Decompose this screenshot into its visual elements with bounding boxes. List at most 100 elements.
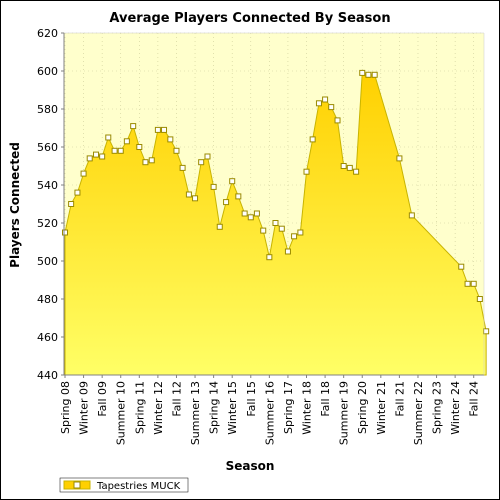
x-tick-label: Summer 16 (263, 381, 276, 445)
data-point (334, 117, 341, 124)
x-tick-label: Fall 24 (468, 381, 481, 417)
data-point (284, 248, 291, 255)
x-tick-label: Fall 15 (245, 381, 258, 417)
x-axis-label: Season (226, 459, 275, 473)
data-point (210, 183, 217, 190)
data-point (136, 144, 143, 150)
data-point (167, 136, 174, 143)
data-point (371, 71, 378, 78)
data-point (93, 151, 100, 158)
y-axis-label: Players Connected (8, 142, 22, 268)
x-tick-label: Fall 12 (170, 381, 183, 417)
legend: Tapestries MUCK (59, 477, 189, 493)
data-point (173, 147, 180, 154)
data-point (309, 136, 316, 143)
x-tick-label: Winter 18 (301, 381, 314, 435)
x-tick-label: Winter 12 (152, 381, 165, 435)
x-tick-label: Winter 15 (226, 381, 239, 435)
data-point (123, 138, 130, 145)
data-point (266, 254, 273, 261)
axes (63, 32, 485, 376)
x-tick-label: Spring 20 (356, 381, 369, 434)
chart-title: Average Players Connected By Season (109, 11, 390, 26)
data-point (117, 147, 124, 154)
y-tick-label: 440 (37, 369, 58, 382)
data-point (111, 147, 118, 154)
data-point (291, 233, 298, 240)
y-axis-ticks: 440 460 480 500 520 540 560 580 600 620 (37, 27, 64, 382)
data-point (229, 178, 236, 185)
series-markers (62, 69, 490, 335)
x-tick-label: Spring 23 (431, 381, 444, 434)
y-tick-label: 620 (37, 27, 58, 40)
x-tick-label: Spring 14 (208, 381, 221, 434)
x-tick-label: Summer 13 (189, 381, 202, 445)
data-point (185, 191, 192, 198)
data-point (346, 164, 353, 171)
data-point (148, 157, 155, 164)
x-tick-label: Spring 17 (282, 381, 295, 434)
x-tick-label: Spring 11 (133, 381, 146, 434)
x-tick-label: Fall 21 (393, 381, 406, 417)
data-point (359, 69, 366, 76)
x-tick-label: Spring 08 (59, 381, 72, 434)
x-tick-label: Winter 24 (449, 381, 462, 435)
data-point (235, 193, 242, 200)
data-point (253, 210, 260, 217)
data-point (241, 210, 248, 217)
data-point (483, 328, 490, 335)
data-point (408, 212, 415, 219)
data-point (322, 96, 329, 103)
y-tick-label: 460 (37, 331, 58, 344)
data-point (223, 199, 230, 206)
data-point (260, 227, 267, 234)
legend-marker (73, 481, 81, 489)
data-point (198, 159, 205, 166)
data-point (68, 201, 75, 207)
data-point (204, 153, 211, 160)
x-tick-label: Fall 09 (96, 381, 109, 417)
legend-box (59, 477, 189, 493)
x-tick-label: Summer 22 (412, 381, 425, 445)
data-point (315, 100, 322, 107)
y-tick-label: 600 (37, 65, 58, 78)
y-tick-label: 560 (37, 141, 58, 154)
y-tick-label: 580 (37, 103, 58, 116)
x-tick-label: Winter 21 (375, 381, 388, 435)
data-point (179, 164, 186, 171)
data-point (396, 155, 403, 162)
x-tick-label: Summer 19 (338, 381, 351, 445)
x-tick-label: Winter 09 (78, 381, 91, 435)
data-point (353, 168, 360, 175)
data-point (328, 104, 335, 111)
data-point (340, 163, 347, 169)
data-point (297, 229, 304, 236)
data-point (278, 225, 285, 232)
data-point (142, 159, 149, 166)
data-point (154, 126, 161, 133)
x-tick-label: Summer 10 (115, 381, 128, 445)
data-point (105, 134, 112, 141)
data-point (192, 195, 199, 202)
data-point (464, 280, 471, 287)
data-point (74, 189, 81, 196)
y-tick-label: 540 (37, 179, 58, 192)
data-point (303, 168, 310, 175)
data-point (130, 123, 137, 130)
x-axis-ticks: Spring 08 Winter 09 Fall 09 Summer 10 Spring… (59, 375, 481, 445)
data-point (62, 229, 68, 236)
data-point (458, 263, 465, 270)
x-tick-label: Fall 18 (319, 381, 332, 417)
legend-label: Tapestries MUCK (96, 481, 181, 492)
data-point (99, 153, 106, 160)
y-tick-label: 520 (37, 217, 58, 230)
data-point (470, 280, 477, 287)
data-point (80, 170, 87, 177)
data-point (86, 155, 93, 162)
y-tick-label: 500 (37, 255, 58, 268)
data-point (247, 214, 254, 221)
data-point (216, 223, 223, 230)
data-point (476, 296, 483, 302)
data-point (365, 71, 372, 78)
